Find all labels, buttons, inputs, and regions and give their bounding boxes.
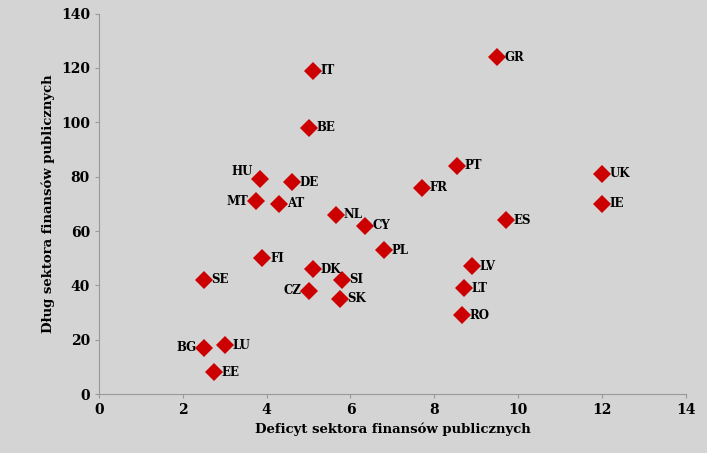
Text: SK: SK bbox=[348, 293, 366, 305]
Text: FI: FI bbox=[270, 252, 284, 265]
Text: FR: FR bbox=[429, 181, 448, 194]
Text: LV: LV bbox=[479, 260, 496, 273]
Text: PL: PL bbox=[392, 244, 409, 256]
Text: CY: CY bbox=[373, 219, 390, 232]
Text: HU: HU bbox=[231, 165, 253, 178]
Text: ES: ES bbox=[513, 214, 530, 226]
Text: AT: AT bbox=[287, 198, 304, 210]
Text: RO: RO bbox=[469, 309, 489, 322]
Text: PT: PT bbox=[465, 159, 482, 172]
Text: NL: NL bbox=[344, 208, 363, 221]
X-axis label: Deficyt sektora finansów publicznych: Deficyt sektora finansów publicznych bbox=[255, 423, 530, 436]
Text: BE: BE bbox=[316, 121, 335, 134]
Text: LU: LU bbox=[233, 339, 250, 352]
Text: IE: IE bbox=[609, 198, 624, 210]
Text: UK: UK bbox=[609, 168, 630, 180]
Text: IT: IT bbox=[320, 64, 334, 77]
Y-axis label: Dług sektora finansów publicznych: Dług sektora finansów publicznych bbox=[42, 75, 55, 333]
Text: SE: SE bbox=[211, 274, 229, 286]
Text: BG: BG bbox=[176, 342, 197, 354]
Text: MT: MT bbox=[227, 195, 249, 207]
Text: SI: SI bbox=[350, 274, 363, 286]
Text: DE: DE bbox=[299, 176, 319, 188]
Text: EE: EE bbox=[222, 366, 240, 379]
Text: DK: DK bbox=[320, 263, 341, 275]
Text: LT: LT bbox=[471, 282, 487, 294]
Text: CZ: CZ bbox=[283, 284, 301, 297]
Text: GR: GR bbox=[505, 51, 525, 63]
